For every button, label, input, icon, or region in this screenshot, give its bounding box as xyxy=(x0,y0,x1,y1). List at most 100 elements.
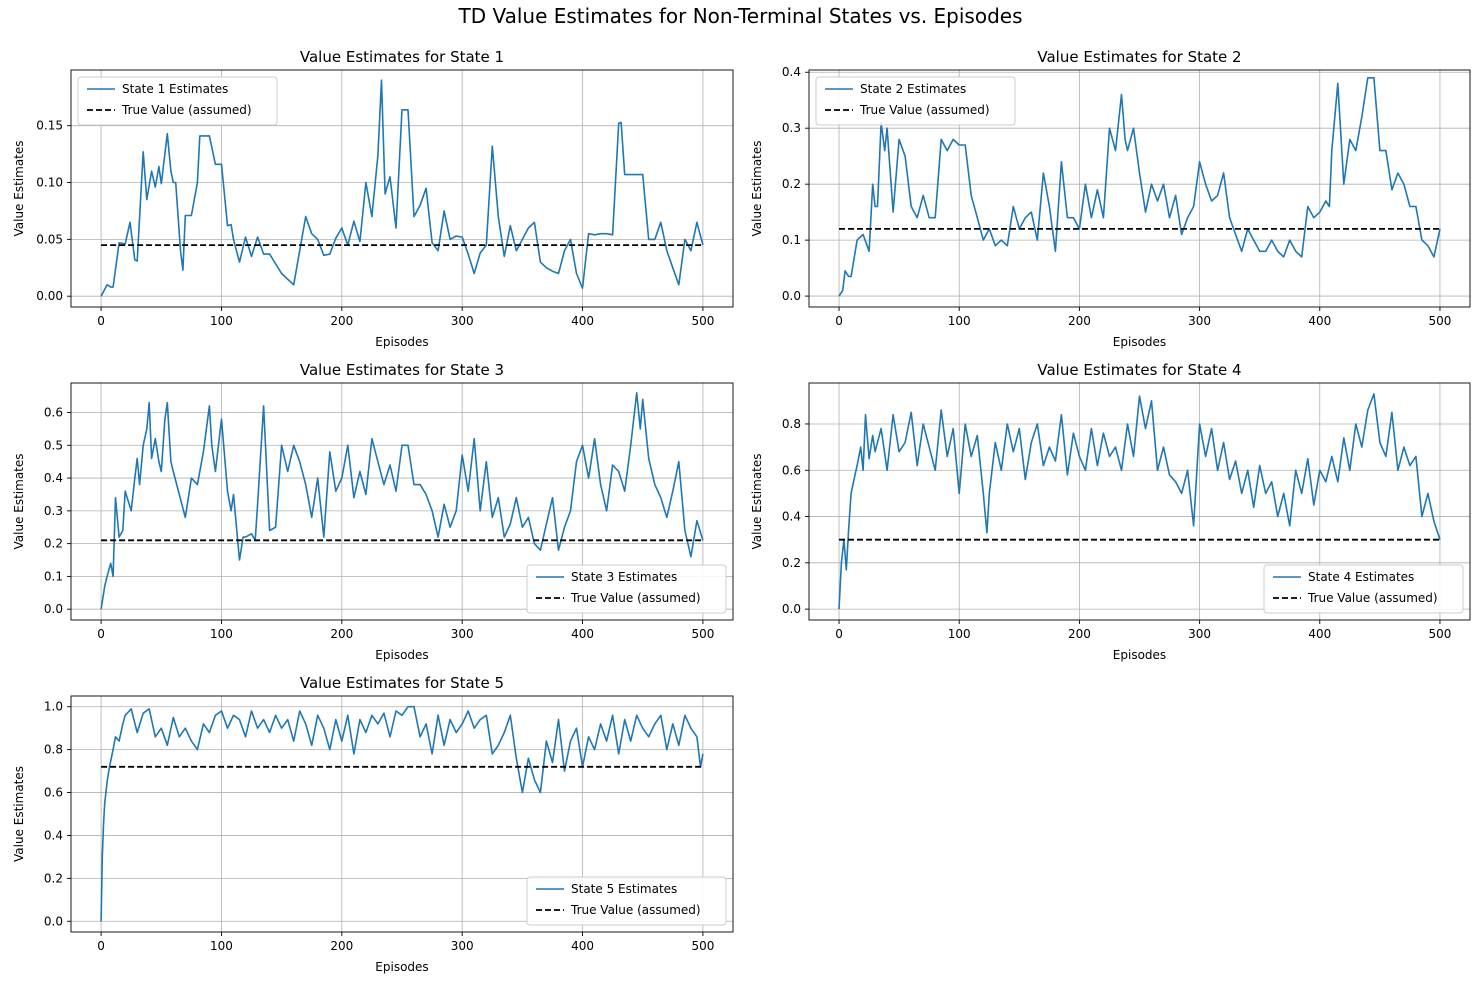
legend-box xyxy=(1263,564,1464,614)
x-tick-label: 500 xyxy=(691,627,714,641)
x-axis-label: Episodes xyxy=(1113,335,1166,349)
x-tick-label: 400 xyxy=(571,314,594,328)
legend-label: True Value (assumed) xyxy=(121,103,252,117)
estimate-line xyxy=(100,705,704,922)
y-tick-label: 0.4 xyxy=(782,510,801,524)
legend: State 5 Estimates True Value (assumed) xyxy=(526,876,727,926)
y-tick-label: 0.2 xyxy=(782,556,801,570)
x-tick-label: 400 xyxy=(571,939,594,953)
x-tick-label: 200 xyxy=(330,627,353,641)
y-tick-label: 0.15 xyxy=(36,119,63,133)
y-tick-label: 0.6 xyxy=(44,786,63,800)
x-tick-label: 200 xyxy=(330,939,353,953)
y-tick-label: 0.3 xyxy=(782,121,801,135)
y-tick-label: 0.4 xyxy=(782,65,801,79)
y-tick-label: 0.8 xyxy=(44,743,63,757)
y-tick-label: 0.4 xyxy=(44,471,63,485)
y-tick-label: 0.0 xyxy=(782,289,801,303)
y-axis-label: Value Estimates xyxy=(750,453,764,549)
x-tick-label: 500 xyxy=(691,939,714,953)
x-tick-label: 100 xyxy=(210,939,233,953)
estimate-line xyxy=(100,391,704,610)
x-tick-label: 0 xyxy=(97,314,105,328)
x-tick-label: 200 xyxy=(330,314,353,328)
x-tick-label: 0 xyxy=(97,939,105,953)
x-tick-label: 0 xyxy=(835,627,843,641)
x-tick-label: 100 xyxy=(948,314,971,328)
legend-label: True Value (assumed) xyxy=(570,591,701,605)
y-tick-label: 0.0 xyxy=(44,914,63,928)
subplot-title: Value Estimates for State 5 xyxy=(300,674,504,692)
axes-frame xyxy=(70,695,734,933)
figure-title: TD Value Estimates for Non-Terminal Stat… xyxy=(458,4,1023,28)
x-tick-label: 300 xyxy=(451,627,474,641)
x-axis-label: Episodes xyxy=(1113,648,1166,662)
legend-box xyxy=(77,76,278,126)
legend-label: State 5 Estimates xyxy=(571,882,677,896)
x-tick-label: 400 xyxy=(1308,314,1331,328)
y-tick-label: 0.2 xyxy=(782,177,801,191)
legend-label: True Value (assumed) xyxy=(1307,591,1438,605)
legend-box xyxy=(526,564,727,614)
legend-label: True Value (assumed) xyxy=(859,103,990,117)
x-tick-label: 500 xyxy=(691,314,714,328)
y-tick-label: 0.6 xyxy=(44,406,63,420)
legend: State 4 Estimates True Value (assumed) xyxy=(1263,564,1464,614)
x-tick-label: 500 xyxy=(1429,627,1452,641)
axes-frame xyxy=(70,382,734,621)
x-tick-label: 200 xyxy=(1068,314,1091,328)
y-tick-label: 0.2 xyxy=(44,537,63,551)
y-tick-label: 0.00 xyxy=(36,289,63,303)
y-tick-label: 0.10 xyxy=(36,176,63,190)
legend-box xyxy=(815,76,1016,126)
estimate-line xyxy=(838,77,1441,297)
legend-label: State 1 Estimates xyxy=(122,82,228,96)
y-tick-label: 0.3 xyxy=(44,504,63,518)
legend-label: State 3 Estimates xyxy=(571,570,677,584)
x-tick-label: 100 xyxy=(210,627,233,641)
y-axis-label: Value Estimates xyxy=(12,140,26,236)
x-tick-label: 0 xyxy=(835,314,843,328)
legend: State 2 Estimates True Value (assumed) xyxy=(815,76,1016,126)
y-tick-label: 0.1 xyxy=(782,233,801,247)
axes-frame xyxy=(70,69,734,308)
x-axis-label: Episodes xyxy=(375,335,428,349)
x-tick-label: 400 xyxy=(1308,627,1331,641)
axes-frame xyxy=(808,382,1471,621)
y-axis-label: Value Estimates xyxy=(12,766,26,862)
legend-label: State 2 Estimates xyxy=(860,82,966,96)
y-tick-label: 0.05 xyxy=(36,232,63,246)
legend-label: State 4 Estimates xyxy=(1308,570,1414,584)
y-axis-label: Value Estimates xyxy=(12,453,26,549)
x-tick-label: 500 xyxy=(1429,314,1452,328)
x-tick-label: 400 xyxy=(571,627,594,641)
subplot-title: Value Estimates for State 4 xyxy=(1037,361,1241,379)
x-tick-label: 300 xyxy=(451,314,474,328)
x-tick-label: 300 xyxy=(451,939,474,953)
x-tick-label: 300 xyxy=(1188,314,1211,328)
axes-frame xyxy=(808,69,1471,308)
legend-box xyxy=(526,876,727,926)
subplot-title: Value Estimates for State 3 xyxy=(300,361,504,379)
y-tick-label: 0.8 xyxy=(782,417,801,431)
legend: State 3 Estimates True Value (assumed) xyxy=(526,564,727,614)
estimate-line xyxy=(100,79,704,297)
y-tick-label: 0.0 xyxy=(44,602,63,616)
y-tick-label: 0.5 xyxy=(44,438,63,452)
y-tick-label: 1.0 xyxy=(44,700,63,714)
x-tick-label: 300 xyxy=(1188,627,1211,641)
estimate-line xyxy=(838,393,1441,610)
subplot-title: Value Estimates for State 1 xyxy=(300,48,504,66)
x-tick-label: 200 xyxy=(1068,627,1091,641)
x-tick-label: 0 xyxy=(97,627,105,641)
x-tick-label: 100 xyxy=(948,627,971,641)
x-tick-label: 100 xyxy=(210,314,233,328)
subplot-title: Value Estimates for State 2 xyxy=(1037,48,1241,66)
y-axis-label: Value Estimates xyxy=(750,140,764,236)
legend-label: True Value (assumed) xyxy=(570,903,701,917)
